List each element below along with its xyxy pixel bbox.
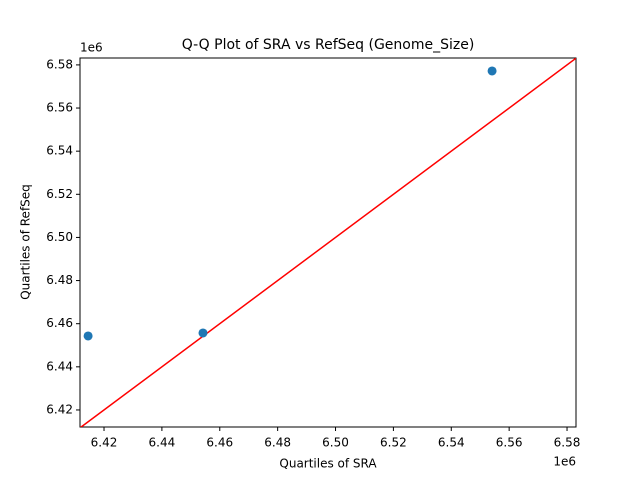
y-tick-label: 6.48 bbox=[46, 273, 73, 287]
x-tick-label: 6.44 bbox=[149, 436, 176, 450]
y-tick-label: 6.52 bbox=[46, 187, 73, 201]
x-tick-label: 6.46 bbox=[206, 436, 233, 450]
reference-line bbox=[80, 58, 576, 427]
x-offset-label: 1e6 bbox=[553, 455, 576, 469]
x-tick-label: 6.54 bbox=[438, 436, 465, 450]
y-tick-label: 6.50 bbox=[46, 230, 73, 244]
y-tick-label: 6.56 bbox=[46, 101, 73, 115]
x-tick-label: 6.50 bbox=[322, 436, 349, 450]
x-tick-label: 6.52 bbox=[380, 436, 407, 450]
x-axis-label: Quartiles of SRA bbox=[279, 457, 377, 471]
y-tick-label: 6.44 bbox=[46, 359, 73, 373]
x-tick-label: 6.58 bbox=[554, 436, 581, 450]
chart-title: Q-Q Plot of SRA vs RefSeq (Genome_Size) bbox=[182, 37, 475, 53]
y-offset-label: 1e6 bbox=[80, 41, 103, 55]
x-tick-label: 6.48 bbox=[264, 436, 291, 450]
y-tick-label: 6.46 bbox=[46, 316, 73, 330]
plot-frame bbox=[79, 57, 577, 428]
y-tick-label: 6.42 bbox=[46, 402, 73, 416]
point bbox=[487, 66, 497, 76]
y-tick-label: 6.54 bbox=[46, 144, 73, 158]
y-axis-label: Quartiles of RefSeq bbox=[19, 184, 33, 300]
point bbox=[83, 331, 93, 341]
y-tick-label: 6.58 bbox=[46, 57, 73, 71]
x-tick-label: 6.56 bbox=[496, 436, 523, 450]
x-tick-label: 6.42 bbox=[91, 436, 118, 450]
point bbox=[198, 328, 208, 338]
